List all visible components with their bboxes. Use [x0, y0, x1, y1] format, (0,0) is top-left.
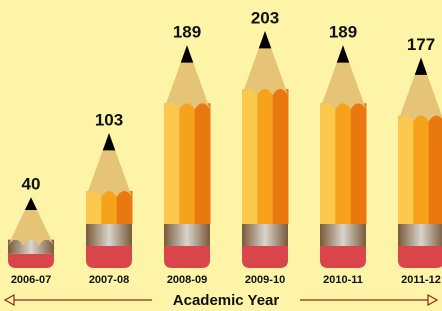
pencil-body: [101, 191, 117, 224]
pencil-body: [179, 103, 195, 224]
x-tick-label: 2011-12: [401, 274, 441, 286]
pencil-eraser: [164, 246, 210, 268]
background: [0, 0, 442, 311]
value-label: 103: [95, 110, 123, 129]
pencil-body: [195, 103, 211, 224]
pencil-ferrule: [398, 224, 442, 246]
x-tick-label: 2006-07: [11, 274, 51, 286]
pencil-ferrule: [8, 240, 54, 254]
pencil-ferrule: [320, 224, 366, 246]
x-tick-label: 2008-09: [167, 274, 207, 286]
x-tick-label: 2009-10: [245, 274, 285, 286]
value-label: 177: [407, 35, 435, 54]
pencil-eraser: [86, 246, 132, 268]
pencil-body: [117, 191, 133, 224]
value-label: 40: [22, 175, 41, 194]
pencil-eraser: [8, 254, 54, 268]
pencil-ferrule: [86, 224, 132, 246]
value-label: 203: [251, 8, 279, 27]
pencil-ferrule: [242, 224, 288, 246]
chart: Academic Year 40 2006-07 103 2007-08 189 2008…: [0, 0, 442, 311]
pencil-body: [429, 115, 442, 224]
pencil-eraser: [398, 246, 442, 268]
pencil-eraser: [242, 246, 288, 268]
x-axis-title: Academic Year: [173, 292, 280, 309]
value-label: 189: [329, 23, 357, 42]
pencil-body: [351, 103, 367, 224]
pencil-body: [164, 103, 180, 224]
pencil-body: [273, 89, 289, 224]
pencil-body: [86, 191, 102, 224]
x-tick-label: 2007-08: [89, 274, 129, 286]
pencil-body: [413, 115, 429, 224]
pencil-eraser: [320, 246, 366, 268]
pencil-body: [242, 89, 258, 224]
pencil-body: [257, 89, 273, 224]
pencil-body: [320, 103, 336, 224]
x-tick-label: 2010-11: [323, 274, 363, 286]
pencil-ferrule: [164, 224, 210, 246]
pencil-body: [398, 115, 414, 224]
pencil-body: [335, 103, 351, 224]
value-label: 189: [173, 23, 201, 42]
